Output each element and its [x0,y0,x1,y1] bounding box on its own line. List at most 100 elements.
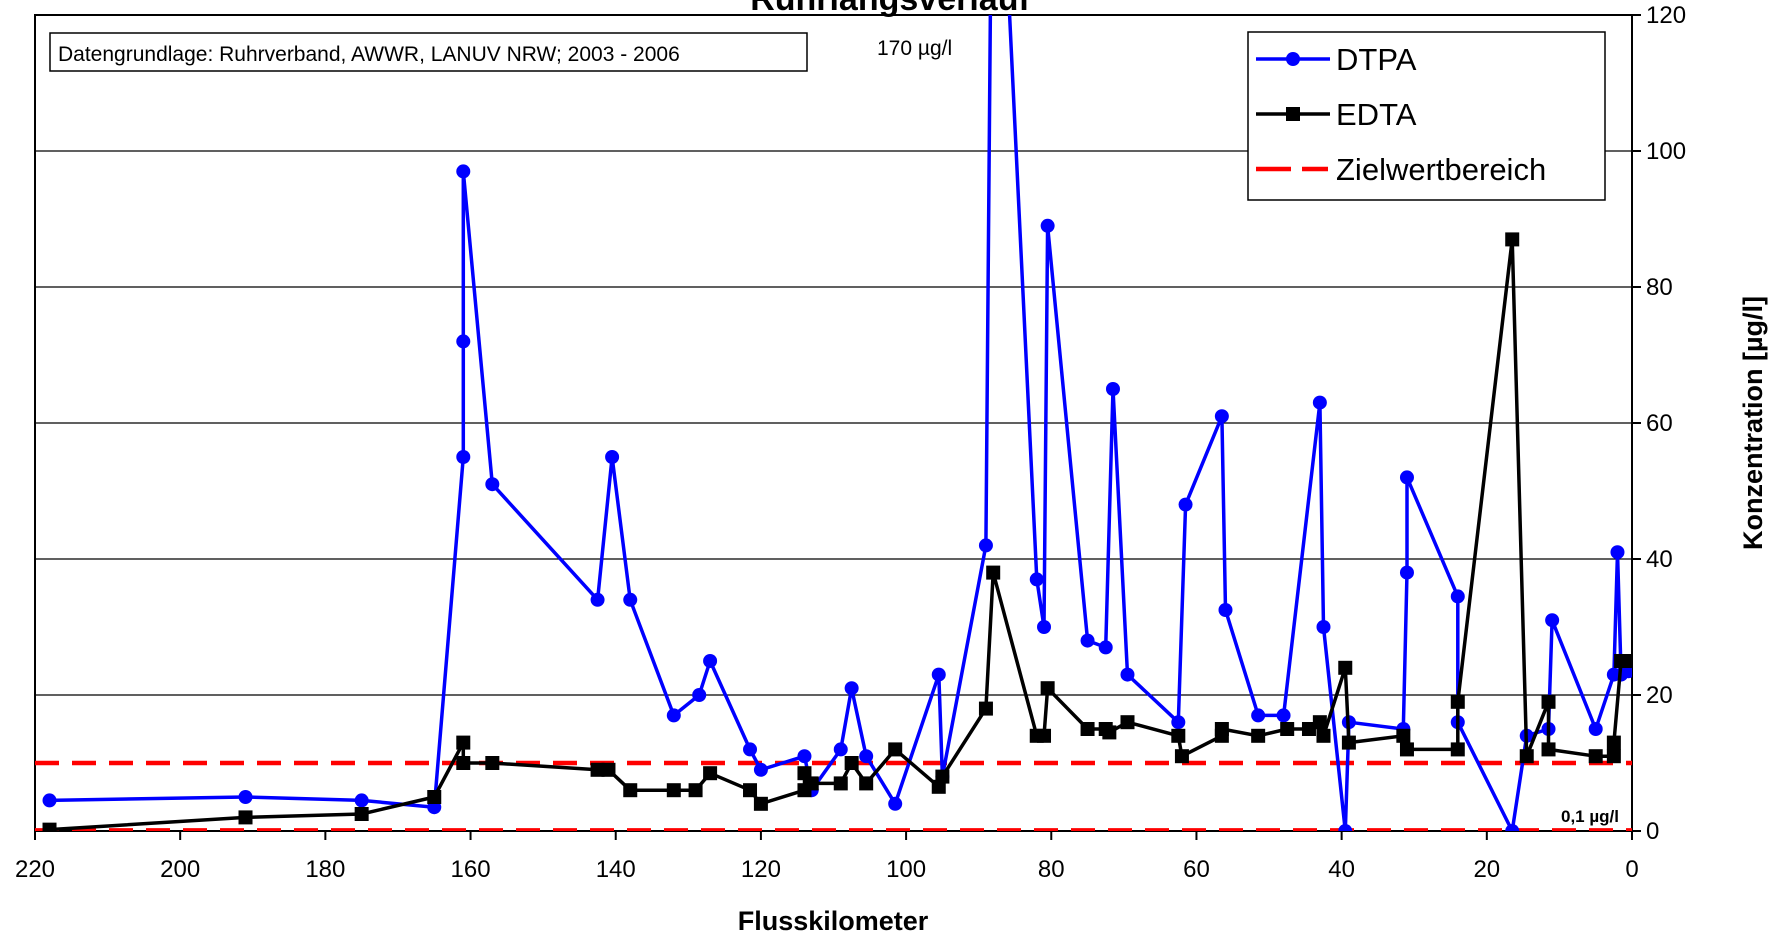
source-note-box [49,32,808,72]
data-point [931,667,946,682]
x-tick-label: 140 [596,856,636,883]
source-note: Datengrundlage: Ruhrverband, AWWR, LANUV… [58,43,680,66]
data-point [1396,728,1411,743]
data-point [1102,725,1117,740]
y-axis: 0 20 40 60 80 100 120 [1632,2,1686,845]
data-point [1505,232,1520,247]
data-point [1338,660,1353,675]
data-point [833,776,848,791]
y-tick-label: 0 [1646,818,1659,845]
data-point [1450,742,1465,757]
data-point [1171,728,1186,743]
data-point [623,783,638,798]
legend-label: Zielwertbereich [1336,152,1546,187]
data-point [456,334,471,349]
data-point [1541,742,1556,757]
legend-label: EDTA [1336,97,1417,132]
data-point [692,688,707,702]
legend-item: DTPA [1256,42,1417,77]
data-point [1080,633,1095,648]
legend-marker [1286,107,1300,121]
data-point [1399,565,1414,580]
data-point [456,756,471,770]
data-point [1037,728,1052,743]
data-point [1218,603,1233,617]
data-point [1301,722,1316,736]
data-point [456,450,471,464]
data-point [1610,545,1625,560]
data-point [427,790,442,804]
data-point [1316,728,1331,743]
data-point [1519,749,1534,764]
y-tick-label: 100 [1646,138,1686,165]
data-point [1171,715,1186,730]
data-point [1588,749,1603,764]
data-point [1312,715,1327,730]
data-point [978,538,993,553]
x-tick-label: 160 [451,856,491,883]
data-point [485,477,500,492]
x-tick-label: 200 [160,856,200,883]
data-point [1505,824,1520,831]
data-point [1120,715,1135,730]
data-point [1037,620,1052,634]
x-tick-label: 0 [1625,856,1638,883]
chart-title: Ruhrlängsverlauf [750,0,1030,18]
data-point [703,654,718,668]
x-tick-label: 100 [886,856,926,883]
data-point [1541,694,1556,709]
data-point [797,749,812,764]
x-tick-label: 120 [741,856,781,883]
x-tick-label: 20 [1473,856,1500,883]
data-point [1338,824,1353,831]
data-point [1178,497,1193,512]
data-point [1341,735,1356,750]
data-point [456,164,471,179]
data-point [1105,382,1120,396]
x-tick-label: 60 [1183,856,1210,883]
data-point [666,783,681,798]
data-point [238,810,253,825]
lower-target-annotation: 0,1 µg/l [1561,807,1619,826]
series-layer [42,15,1632,831]
data-point [1098,640,1113,655]
data-point [1174,749,1189,764]
data-point [1120,667,1135,682]
legend-item: Zielwertbereich [1256,152,1546,187]
data-point [590,592,605,607]
data-point [743,783,758,798]
x-tick-label: 80 [1038,856,1065,883]
data-point [42,793,57,808]
data-point [666,708,681,723]
data-point [703,766,718,781]
data-point [354,807,369,821]
data-point [804,776,819,791]
data-point [1280,722,1295,736]
data-point [743,742,758,757]
data-point [833,742,848,757]
series-edta [42,232,1632,831]
data-point [1029,572,1044,587]
peak-annotation: 170 µg/l [877,37,952,60]
data-point [1214,722,1229,736]
data-point [1545,613,1560,628]
y-tick-label: 80 [1646,274,1673,301]
legend-item: EDTA [1256,97,1417,132]
legend-label: DTPA [1336,42,1417,77]
data-point [753,796,768,811]
data-point [590,762,605,777]
data-point [485,756,500,770]
data-point [1040,681,1055,696]
data-point [601,762,616,777]
data-point [238,790,253,804]
data-point [1606,749,1621,764]
data-point [859,749,874,764]
y-tick-label: 60 [1646,410,1673,437]
x-tick-label: 40 [1328,856,1355,883]
data-point [1606,735,1621,750]
data-point [935,769,950,784]
data-point [978,701,993,716]
data-point [1621,654,1632,668]
data-point [1450,589,1465,604]
